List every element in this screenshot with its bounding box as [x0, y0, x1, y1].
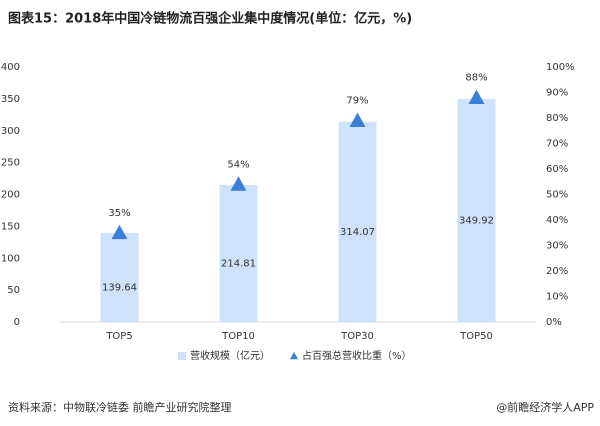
- x-tick-label: TOP10: [221, 331, 255, 342]
- y2-tick-label: 70%: [546, 139, 568, 150]
- y2-tick-label: 50%: [546, 190, 568, 201]
- value-label: 54%: [227, 159, 249, 170]
- value-label: 35%: [108, 208, 130, 219]
- credit: @前瞻经济学人APP: [496, 400, 594, 414]
- y2-tick-label: 40%: [546, 215, 568, 226]
- legend-marker: [290, 352, 298, 360]
- y-tick-label: 100: [1, 253, 20, 264]
- share-marker: [349, 112, 366, 127]
- legend-marker: [178, 352, 186, 360]
- legend-label: 营收规模（亿元）: [190, 349, 270, 362]
- x-tick-label: TOP30: [340, 331, 374, 342]
- value-label: 214.81: [221, 259, 256, 270]
- value-label: 139.64: [102, 282, 137, 293]
- y2-tick-label: 60%: [546, 164, 568, 175]
- value-label: 349.92: [459, 215, 494, 226]
- y2-tick-label: 0%: [546, 317, 562, 328]
- y2-tick-label: 20%: [546, 266, 568, 277]
- source: 资料来源：中物联冷链委 前瞻产业研究院整理: [8, 400, 232, 414]
- chart-title: 图表15：2018年中国冷链物流百强企业集中度情况(单位：亿元，%): [8, 11, 412, 27]
- y2-tick-label: 30%: [546, 241, 568, 252]
- x-tick-label: TOP50: [459, 331, 493, 342]
- y-tick-label: 0: [14, 317, 20, 328]
- bar: [219, 185, 258, 322]
- y-tick-label: 300: [1, 126, 20, 137]
- share-marker: [468, 89, 485, 104]
- value-label: 79%: [346, 96, 368, 107]
- y-tick-label: 50: [7, 285, 20, 296]
- y-tick-label: 250: [1, 158, 20, 169]
- y2-tick-label: 10%: [546, 292, 568, 303]
- y2-tick-label: 80%: [546, 113, 568, 124]
- value-label: 88%: [465, 73, 487, 84]
- share-marker: [111, 224, 128, 240]
- bar: [100, 232, 139, 322]
- bar: [338, 121, 377, 323]
- y-tick-label: 400: [1, 62, 20, 73]
- share-marker: [230, 176, 247, 191]
- value-label: 314.07: [340, 227, 375, 238]
- y-tick-label: 150: [1, 221, 20, 232]
- y-tick-label: 350: [1, 94, 20, 105]
- y-tick-label: 200: [1, 190, 20, 201]
- y2-tick-label: 90%: [546, 88, 568, 99]
- y2-tick-label: 100%: [546, 62, 575, 73]
- x-tick-label: TOP5: [105, 331, 132, 342]
- bar: [457, 98, 496, 323]
- legend-label: 占百强总营收比重（%）: [302, 349, 412, 362]
